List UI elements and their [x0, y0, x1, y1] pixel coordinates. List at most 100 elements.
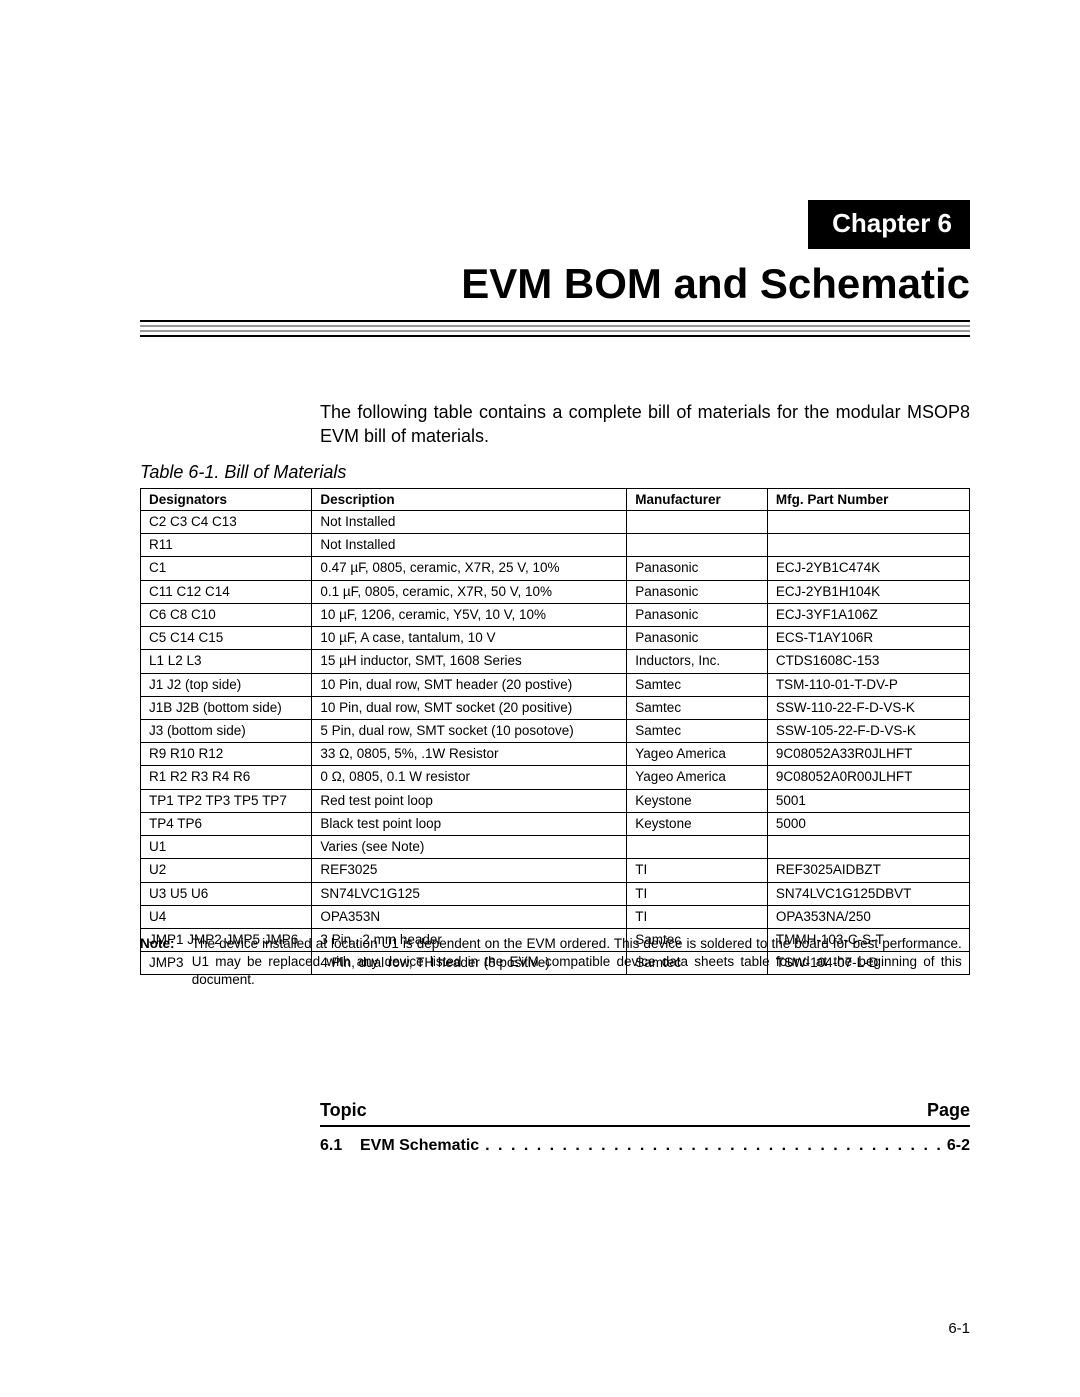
- table-row: U4OPA353NTIOPA353NA/250: [141, 905, 970, 928]
- toc-item-number: 6.1: [320, 1137, 360, 1155]
- bom-table: Designators Description Manufacturer Mfg…: [140, 488, 970, 975]
- table-cell: L1 L2 L3: [141, 650, 312, 673]
- table-cell: [767, 511, 969, 534]
- table-cell: ECJ-2YB1C474K: [767, 557, 969, 580]
- table-cell: TSM-110-01-T-DV-P: [767, 673, 969, 696]
- table-cell: 10 µF, A case, tantalum, 10 V: [312, 627, 627, 650]
- toc-item-page: 6-2: [947, 1137, 970, 1155]
- table-cell: 5000: [767, 812, 969, 835]
- table-cell: C11 C12 C14: [141, 580, 312, 603]
- table-cell: U2: [141, 859, 312, 882]
- table-cell: Samtec: [627, 719, 768, 742]
- table-cell: Samtec: [627, 696, 768, 719]
- table-row: TP1 TP2 TP3 TP5 TP7Red test point loopKe…: [141, 789, 970, 812]
- note: Note: The device installed at location U…: [140, 935, 970, 990]
- table-cell: J3 (bottom side): [141, 719, 312, 742]
- col-header-part-number: Mfg. Part Number: [767, 489, 969, 511]
- table-cell: Keystone: [627, 812, 768, 835]
- table-cell: 0 Ω, 0805, 0.1 W resistor: [312, 766, 627, 789]
- chapter-label: Chapter 6: [808, 200, 970, 249]
- table-cell: 15 µH inductor, SMT, 1608 Series: [312, 650, 627, 673]
- table-row: J1B J2B (bottom side)10 Pin, dual row, S…: [141, 696, 970, 719]
- table-cell: TI: [627, 859, 768, 882]
- toc-header-topic: Topic: [320, 1100, 367, 1121]
- table-cell: U4: [141, 905, 312, 928]
- intro-paragraph: The following table contains a complete …: [320, 400, 970, 449]
- table-cell: Samtec: [627, 673, 768, 696]
- table-cell: 10 Pin, dual row, SMT header (20 postive…: [312, 673, 627, 696]
- table-cell: ECJ-3YF1A106Z: [767, 603, 969, 626]
- table-cell: Panasonic: [627, 557, 768, 580]
- table-row: C6 C8 C1010 µF, 1206, ceramic, Y5V, 10 V…: [141, 603, 970, 626]
- table-cell: Not Installed: [312, 511, 627, 534]
- table-cell: OPA353NA/250: [767, 905, 969, 928]
- table-row: L1 L2 L315 µH inductor, SMT, 1608 Series…: [141, 650, 970, 673]
- table-cell: R1 R2 R3 R4 R6: [141, 766, 312, 789]
- table-cell: REF3025: [312, 859, 627, 882]
- table-row: J1 J2 (top side)10 Pin, dual row, SMT he…: [141, 673, 970, 696]
- table-cell: ECJ-2YB1H104K: [767, 580, 969, 603]
- table-cell: 10 Pin, dual row, SMT socket (20 positiv…: [312, 696, 627, 719]
- table-cell: C5 C14 C15: [141, 627, 312, 650]
- table-cell: Keystone: [627, 789, 768, 812]
- col-header-description: Description: [312, 489, 627, 511]
- table-cell: [627, 534, 768, 557]
- table-cell: SN74LVC1G125: [312, 882, 627, 905]
- toc-item-title: EVM Schematic: [360, 1137, 479, 1155]
- note-text: The device installed at location U1 is d…: [192, 935, 962, 990]
- table-row: C10.47 µF, 0805, ceramic, X7R, 25 V, 10%…: [141, 557, 970, 580]
- table-cell: R11: [141, 534, 312, 557]
- table-row: C2 C3 C4 C13Not Installed: [141, 511, 970, 534]
- table-cell: Varies (see Note): [312, 836, 627, 859]
- horizontal-rules: [140, 320, 970, 340]
- table-cell: 10 µF, 1206, ceramic, Y5V, 10 V, 10%: [312, 603, 627, 626]
- table-row: C5 C14 C1510 µF, A case, tantalum, 10 VP…: [141, 627, 970, 650]
- col-header-manufacturer: Manufacturer: [627, 489, 768, 511]
- note-label: Note:: [140, 935, 188, 953]
- table-row: U2REF3025TIREF3025AIDBZT: [141, 859, 970, 882]
- table-cell: SN74LVC1G125DBVT: [767, 882, 969, 905]
- toc: Topic Page 6.1EVM Schematic . . . . . . …: [320, 1100, 970, 1155]
- table-cell: 0.47 µF, 0805, ceramic, X7R, 25 V, 10%: [312, 557, 627, 580]
- table-cell: R9 R10 R12: [141, 743, 312, 766]
- table-cell: Panasonic: [627, 627, 768, 650]
- page: Chapter 6 EVM BOM and Schematic The foll…: [0, 0, 1080, 1397]
- table-cell: Inductors, Inc.: [627, 650, 768, 673]
- table-cell: TI: [627, 905, 768, 928]
- table-cell: Red test point loop: [312, 789, 627, 812]
- table-cell: REF3025AIDBZT: [767, 859, 969, 882]
- table-row: C11 C12 C140.1 µF, 0805, ceramic, X7R, 5…: [141, 580, 970, 603]
- table-header-row: Designators Description Manufacturer Mfg…: [141, 489, 970, 511]
- table-cell: Panasonic: [627, 603, 768, 626]
- table-cell: ECS-T1AY106R: [767, 627, 969, 650]
- table-row: R9 R10 R1233 Ω, 0805, 5%, .1W ResistorYa…: [141, 743, 970, 766]
- table-cell: Panasonic: [627, 580, 768, 603]
- toc-header: Topic Page: [320, 1100, 970, 1127]
- toc-item: 6.1EVM Schematic . . . . . . . . . . . .…: [320, 1127, 970, 1155]
- table-cell: [767, 836, 969, 859]
- page-number: 6-1: [948, 1320, 970, 1337]
- table-cell: [627, 836, 768, 859]
- table-caption: Table 6-1. Bill of Materials: [140, 462, 346, 483]
- table-cell: [627, 511, 768, 534]
- table-cell: 5001: [767, 789, 969, 812]
- table-cell: U1: [141, 836, 312, 859]
- table-row: R11Not Installed: [141, 534, 970, 557]
- table-cell: SSW-110-22-F-D-VS-K: [767, 696, 969, 719]
- table-cell: Not Installed: [312, 534, 627, 557]
- table-row: U3 U5 U6SN74LVC1G125TISN74LVC1G125DBVT: [141, 882, 970, 905]
- toc-header-page: Page: [927, 1100, 970, 1121]
- table-cell: TI: [627, 882, 768, 905]
- table-cell: SSW-105-22-F-D-VS-K: [767, 719, 969, 742]
- table-cell: Yageo America: [627, 766, 768, 789]
- table-cell: CTDS1608C-153: [767, 650, 969, 673]
- table-cell: Yageo America: [627, 743, 768, 766]
- table-cell: C6 C8 C10: [141, 603, 312, 626]
- table-row: U1Varies (see Note): [141, 836, 970, 859]
- table-cell: C1: [141, 557, 312, 580]
- table-cell: [767, 534, 969, 557]
- toc-dots: . . . . . . . . . . . . . . . . . . . . …: [479, 1137, 947, 1155]
- table-cell: OPA353N: [312, 905, 627, 928]
- table-cell: J1 J2 (top side): [141, 673, 312, 696]
- table-row: TP4 TP6Black test point loopKeystone5000: [141, 812, 970, 835]
